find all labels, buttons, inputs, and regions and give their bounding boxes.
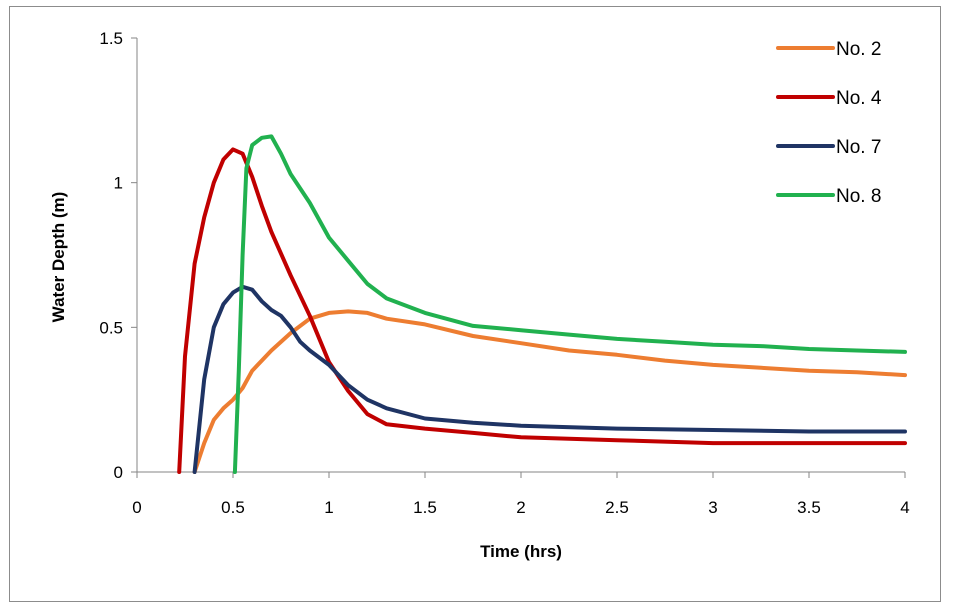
series-line-no-8 — [232, 134, 907, 474]
series-line-no-2 — [192, 309, 907, 474]
y-tick-group: 0 0.5 1 1.5 — [99, 29, 137, 482]
y-tick-label: 1.5 — [99, 29, 123, 48]
legend-label-no-4: No. 4 — [836, 88, 882, 109]
x-tick-label: 0 — [132, 498, 141, 517]
y-tick-label: 0 — [114, 463, 123, 482]
legend: No. 2 No. 4 No. 7 No. 8 — [776, 39, 882, 207]
y-axis-title: Water Depth (m) — [49, 192, 68, 323]
legend-label-no-8: No. 8 — [836, 186, 881, 207]
y-tick-label: 0.5 — [99, 318, 123, 337]
x-tick-group: 0 0.5 1 1.5 2 2.5 3 3.5 4 — [132, 472, 910, 517]
x-tick-label: 1 — [324, 498, 333, 517]
x-tick-label: 3 — [708, 498, 717, 517]
x-tick-label: 3.5 — [797, 498, 821, 517]
x-axis-title: Time (hrs) — [480, 542, 562, 561]
x-tick-label: 0.5 — [221, 498, 245, 517]
legend-label-no-7: No. 7 — [836, 137, 881, 158]
series-line-no-7 — [192, 284, 907, 474]
y-axis: 0 0.5 1 1.5 — [99, 29, 138, 482]
y-tick-label: 1 — [114, 174, 123, 193]
legend-label-no-2: No. 2 — [836, 39, 881, 60]
x-tick-label: 4 — [900, 498, 909, 517]
x-tick-label: 2.5 — [605, 498, 629, 517]
x-axis: 0 0.5 1 1.5 2 2.5 3 3.5 4 — [132, 471, 910, 517]
chart-frame — [9, 6, 941, 602]
series-layer — [177, 134, 907, 474]
x-tick-label: 1.5 — [413, 498, 437, 517]
series-line-no-4 — [177, 147, 907, 474]
x-tick-label: 2 — [516, 498, 525, 517]
